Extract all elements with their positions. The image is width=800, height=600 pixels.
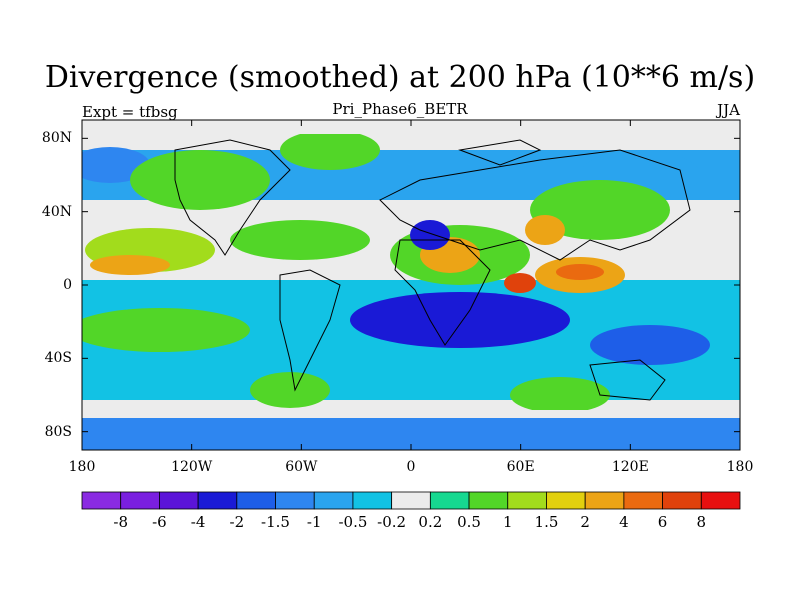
coastlines — [174, 139, 691, 401]
plot-title: Divergence (smoothed) at 200 hPa (10**6 … — [44, 60, 756, 95]
positive-max — [504, 273, 536, 293]
lat-tick-label: 80S — [44, 423, 72, 440]
colorbar-swatch — [275, 491, 315, 510]
colorbar-swatch — [159, 491, 199, 510]
lon-tick-label: 120E — [611, 459, 649, 475]
phase-label: Pri_Phase6_BETR — [332, 100, 468, 118]
colorbar-label: 2 — [580, 513, 590, 531]
divergence-field — [82, 120, 740, 450]
lon-tick-label: 0 — [406, 459, 416, 475]
colorbar-swatch — [507, 491, 547, 510]
colorbar-label: -4 — [190, 513, 206, 531]
colorbar-label: -2 — [229, 513, 245, 531]
lat-tick-label: 80N — [41, 130, 72, 147]
lon-tick-label: 120W — [171, 459, 213, 475]
colorbar-label: -0.5 — [338, 513, 368, 531]
colorbar-swatch — [468, 491, 509, 510]
negative-core — [410, 220, 450, 250]
colorbar-label: 0.5 — [457, 513, 481, 531]
colorbar-label: 1 — [502, 513, 513, 531]
axis-ticks — [81, 120, 741, 450]
negative-core — [590, 325, 710, 365]
colorbar-swatch — [81, 491, 122, 510]
positive-patch — [130, 150, 270, 210]
colorbar-swatch — [662, 491, 702, 510]
colorbar-label: -6 — [152, 513, 167, 531]
negative-core — [350, 292, 570, 348]
colorbar — [81, 491, 741, 510]
colorbar-label: 1.5 — [534, 513, 559, 531]
colorbar-label: 8 — [696, 513, 707, 531]
lat-tick-label: 40N — [41, 203, 72, 220]
colorbar-swatch — [197, 491, 238, 510]
colorbar-swatch — [391, 491, 431, 510]
colorbar-label: 6 — [657, 513, 668, 531]
colorbar-swatch — [700, 491, 741, 510]
colorbar-label: 0.2 — [418, 513, 443, 531]
lon-tick-label: 60W — [285, 459, 318, 475]
colorbar-swatch — [429, 491, 470, 510]
lon-tick-label: 180 — [726, 459, 754, 475]
positive-max — [556, 264, 604, 280]
lon-tick-label: 60E — [506, 459, 535, 475]
positive-patch — [82, 308, 250, 352]
positive-patch — [280, 130, 380, 170]
colorbar-label: -1.5 — [261, 513, 290, 531]
experiment-label: Expt = tfbsg — [82, 103, 178, 121]
positive-max — [525, 215, 565, 245]
colorbar-swatch — [236, 491, 276, 510]
colorbar-label: -1 — [306, 513, 322, 531]
positive-patch — [510, 377, 610, 413]
colorbar-swatch — [120, 491, 160, 510]
colorbar-swatch — [313, 491, 354, 510]
season-label: JJA — [717, 101, 740, 119]
lon-tick-label: 180 — [68, 459, 96, 475]
lat-tick-label: 0 — [63, 277, 72, 293]
colorbar-label: 4 — [619, 513, 629, 531]
positive-max — [90, 255, 170, 275]
colorbar-label: -0.2 — [377, 513, 407, 531]
positive-patch — [230, 220, 370, 260]
positive-patch — [250, 372, 330, 408]
colorbar-swatch — [352, 491, 393, 510]
colorbar-swatch — [584, 491, 625, 510]
colorbar-swatch — [546, 491, 586, 510]
lat-tick-label: 40S — [44, 350, 72, 367]
colorbar-swatch — [623, 491, 663, 510]
colorbar-label: -8 — [113, 513, 129, 531]
positive-patch — [530, 180, 670, 240]
